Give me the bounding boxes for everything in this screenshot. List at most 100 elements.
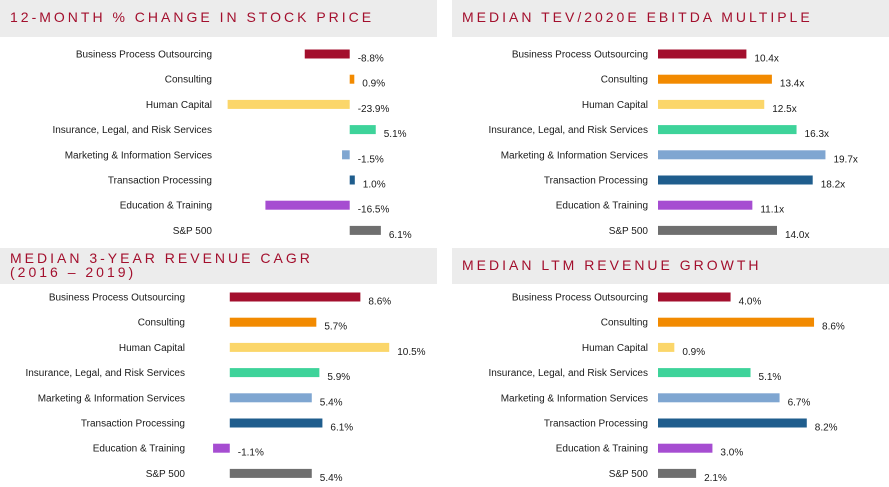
category-label-marketing-and-information-services: Marketing & Information Services: [38, 393, 185, 404]
value-label-insurance-legal-and-risk-services: 5.1%: [759, 372, 782, 383]
bar-transaction-processing: [658, 418, 807, 428]
bar-business-process-outsourcing: [229, 292, 361, 302]
value-label-education-and-training: -1.1%: [238, 448, 264, 459]
bar-education-and-training: [658, 200, 753, 210]
value-label-consulting: 8.6%: [822, 322, 845, 333]
category-label-transaction-processing: Transaction Processing: [544, 176, 648, 187]
chart-title: MEDIAN LTM REVENUE GROWTH: [452, 248, 889, 284]
category-label-transaction-processing: Transaction Processing: [544, 419, 648, 430]
category-label-human-capital: Human Capital: [146, 100, 212, 111]
category-label-marketing-and-information-services: Marketing & Information Services: [501, 393, 648, 404]
bar-business-process-outsourcing: [304, 49, 350, 59]
bar-education-and-training: [265, 200, 350, 210]
category-label-insurance-legal-and-risk-services: Insurance, Legal, and Risk Services: [488, 125, 648, 136]
bar-human-capital: [227, 99, 350, 109]
category-label-transaction-processing: Transaction Processing: [81, 419, 185, 430]
category-label-consulting: Consulting: [165, 75, 212, 86]
value-label-human-capital: -23.9%: [358, 104, 390, 115]
category-label-sandp-500: S&P 500: [609, 226, 649, 237]
chart-title-line: MEDIAN LTM REVENUE GROWTH: [462, 257, 762, 273]
category-label-human-capital: Human Capital: [582, 343, 648, 354]
bar-transaction-processing: [658, 175, 813, 185]
chart-title: MEDIAN 3-YEAR REVENUE CAGR (2016 – 2019): [0, 248, 437, 284]
value-label-consulting: 13.4x: [780, 79, 804, 90]
bar-marketing-and-information-services: [658, 150, 826, 160]
value-label-transaction-processing: 6.1%: [330, 423, 353, 434]
value-label-insurance-legal-and-risk-services: 5.9%: [327, 372, 350, 383]
bar-marketing-and-information-services: [229, 393, 312, 403]
bar-transaction-processing: [349, 175, 355, 185]
bar-business-process-outsourcing: [658, 292, 731, 302]
bar-insurance-legal-and-risk-services: [229, 368, 320, 378]
category-label-human-capital: Human Capital: [119, 343, 185, 354]
category-label-human-capital: Human Capital: [582, 100, 648, 111]
bar-chart-ebitda-multiple: Business Process Outsourcing 10.4x Consult…: [488, 49, 858, 241]
category-label-education-and-training: Education & Training: [93, 444, 185, 455]
category-label-education-and-training: Education & Training: [556, 444, 648, 455]
bar-consulting: [229, 317, 317, 327]
bar-human-capital: [229, 342, 390, 352]
value-label-marketing-and-information-services: 19.7x: [833, 154, 857, 165]
value-label-human-capital: 12.5x: [772, 104, 796, 115]
bar-sandp-500: [658, 225, 777, 235]
bar-sandp-500: [229, 468, 312, 478]
value-label-consulting: 5.7%: [324, 322, 347, 333]
bar-consulting: [658, 317, 815, 327]
value-label-insurance-legal-and-risk-services: 5.1%: [384, 129, 407, 140]
value-label-consulting: 0.9%: [362, 79, 385, 90]
bar-marketing-and-information-services: [342, 150, 350, 160]
value-label-sandp-500: 5.4%: [320, 473, 343, 484]
bar-education-and-training: [658, 443, 713, 453]
value-label-human-capital: 0.9%: [682, 347, 705, 358]
chart-title: MEDIAN TEV/2020E EBITDA MULTIPLE: [452, 0, 889, 37]
category-label-business-process-outsourcing: Business Process Outsourcing: [512, 293, 648, 304]
category-label-sandp-500: S&P 500: [146, 469, 186, 480]
chart-title-line: (2016 – 2019): [10, 264, 137, 280]
value-label-education-and-training: 3.0%: [720, 448, 743, 459]
value-label-business-process-outsourcing: 4.0%: [739, 297, 762, 308]
value-label-education-and-training: -16.5%: [358, 205, 390, 216]
bar-chart-stock-price: Business Process Outsourcing -8.8% Consult…: [52, 49, 412, 241]
category-label-marketing-and-information-services: Marketing & Information Services: [65, 150, 212, 161]
category-label-consulting: Consulting: [138, 318, 185, 329]
chart-panel-ebitda-multiple: MEDIAN TEV/2020E EBITDA MULTIPLE Busines…: [452, 0, 889, 243]
chart-title-line: MEDIAN 3-YEAR REVENUE CAGR: [10, 250, 313, 266]
value-label-business-process-outsourcing: -8.8%: [358, 54, 384, 65]
category-label-transaction-processing: Transaction Processing: [108, 176, 212, 187]
category-label-business-process-outsourcing: Business Process Outsourcing: [49, 293, 185, 304]
bar-transaction-processing: [229, 418, 323, 428]
chart-title-line: 12-MONTH % CHANGE IN STOCK PRICE: [10, 9, 375, 25]
bar-sandp-500: [349, 225, 381, 235]
value-label-marketing-and-information-services: 6.7%: [788, 397, 811, 408]
category-label-education-and-training: Education & Training: [556, 201, 648, 212]
bar-insurance-legal-and-risk-services: [349, 125, 376, 135]
value-label-transaction-processing: 18.2x: [821, 180, 845, 191]
value-label-insurance-legal-and-risk-services: 16.3x: [805, 129, 829, 140]
value-label-business-process-outsourcing: 8.6%: [368, 297, 391, 308]
category-label-consulting: Consulting: [601, 318, 648, 329]
category-label-insurance-legal-and-risk-services: Insurance, Legal, and Risk Services: [52, 125, 212, 136]
value-label-marketing-and-information-services: -1.5%: [358, 154, 384, 165]
value-label-education-and-training: 11.1x: [760, 205, 784, 216]
value-label-transaction-processing: 1.0%: [363, 180, 386, 191]
bar-chart-ltm-revenue-growth: Business Process Outsourcing 4.0% Consulti…: [488, 292, 845, 484]
value-label-sandp-500: 6.1%: [389, 230, 412, 241]
bar-chart-revenue-cagr: Business Process Outsourcing 8.6% Consulti…: [25, 292, 426, 484]
bar-insurance-legal-and-risk-services: [658, 125, 797, 135]
category-label-insurance-legal-and-risk-services: Insurance, Legal, and Risk Services: [488, 368, 648, 379]
value-label-sandp-500: 14.0x: [785, 230, 809, 241]
bar-consulting: [658, 74, 772, 84]
chart-title: 12-MONTH % CHANGE IN STOCK PRICE: [0, 0, 437, 37]
category-label-business-process-outsourcing: Business Process Outsourcing: [76, 50, 212, 61]
bar-human-capital: [658, 342, 675, 352]
value-label-human-capital: 10.5%: [397, 347, 425, 358]
category-label-insurance-legal-and-risk-services: Insurance, Legal, and Risk Services: [25, 368, 185, 379]
chart-panel-revenue-cagr: MEDIAN 3-YEAR REVENUE CAGR (2016 – 2019)…: [0, 248, 437, 487]
bar-education-and-training: [213, 443, 230, 453]
category-label-sandp-500: S&P 500: [173, 226, 213, 237]
bar-consulting: [349, 74, 355, 84]
category-label-sandp-500: S&P 500: [609, 469, 649, 480]
value-label-marketing-and-information-services: 5.4%: [320, 397, 343, 408]
value-label-sandp-500: 2.1%: [704, 473, 727, 484]
bar-human-capital: [658, 99, 765, 109]
